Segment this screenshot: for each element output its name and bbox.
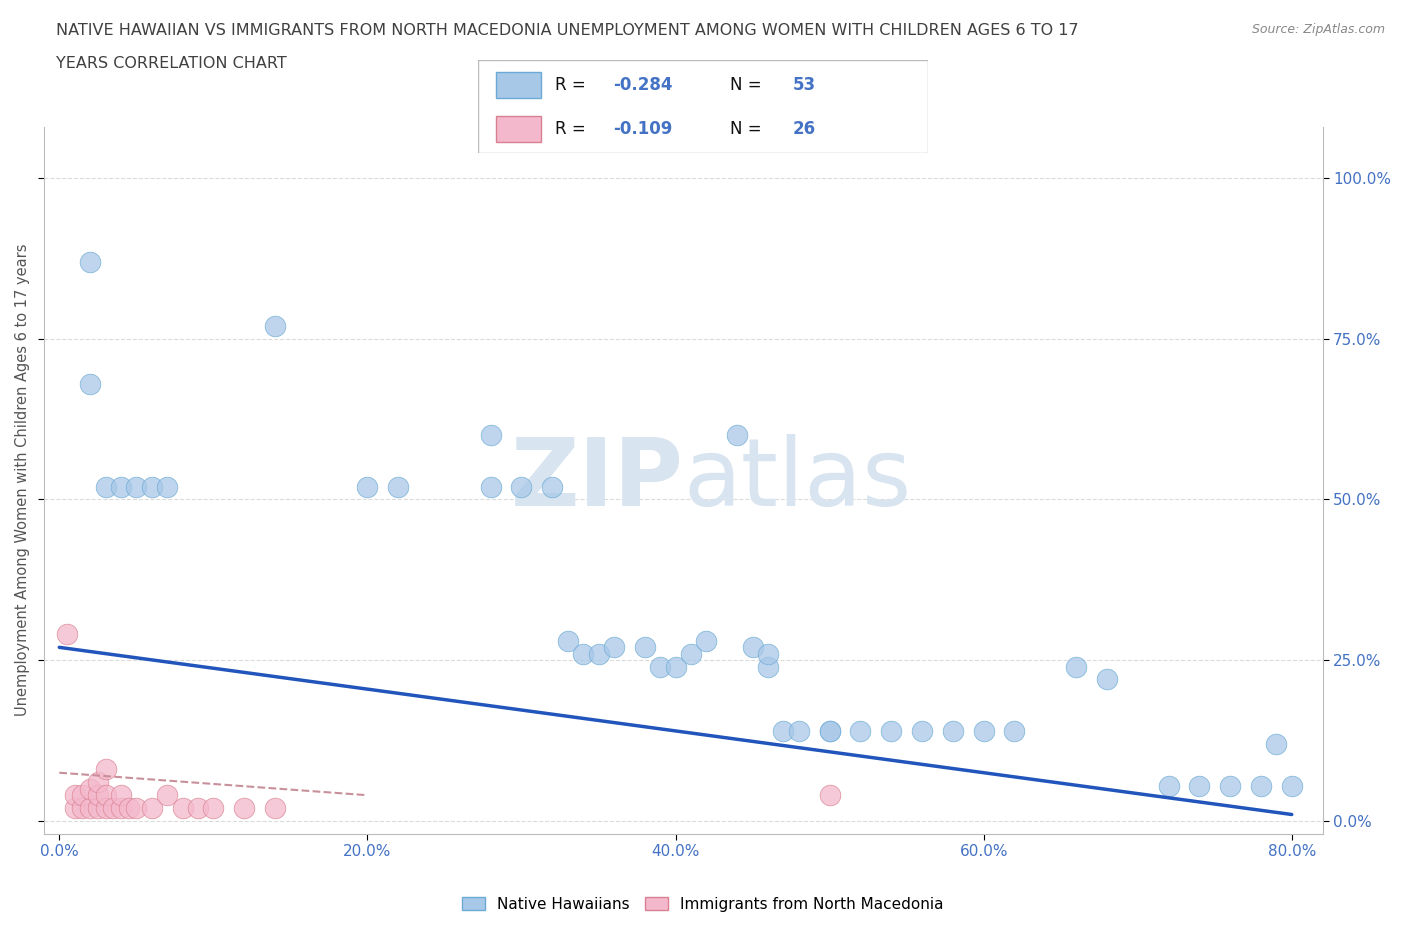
Point xyxy=(557,633,579,648)
Point xyxy=(772,724,794,738)
Point xyxy=(87,788,110,803)
Point xyxy=(818,724,841,738)
Point xyxy=(479,428,502,443)
Point xyxy=(94,788,117,803)
Point xyxy=(1188,778,1211,793)
Point xyxy=(1157,778,1180,793)
Point xyxy=(156,479,179,494)
Point xyxy=(56,627,79,642)
Point xyxy=(911,724,934,738)
Point xyxy=(117,801,139,816)
Point xyxy=(973,724,995,738)
Point xyxy=(387,479,409,494)
Point xyxy=(141,801,163,816)
Point xyxy=(510,479,533,494)
Point xyxy=(79,781,101,796)
Point xyxy=(94,762,117,777)
Point xyxy=(756,646,779,661)
Text: ZIP: ZIP xyxy=(510,434,683,526)
Point xyxy=(172,801,194,816)
Point xyxy=(603,640,626,655)
FancyBboxPatch shape xyxy=(478,60,928,153)
Point xyxy=(264,801,287,816)
Point xyxy=(664,659,686,674)
Point xyxy=(650,659,672,674)
Y-axis label: Unemployment Among Women with Children Ages 6 to 17 years: Unemployment Among Women with Children A… xyxy=(15,244,30,716)
Point xyxy=(695,633,717,648)
Point xyxy=(849,724,872,738)
Point xyxy=(202,801,225,816)
Point xyxy=(725,428,748,443)
Point xyxy=(110,479,132,494)
Point xyxy=(79,801,101,816)
Point xyxy=(72,788,94,803)
Point xyxy=(634,640,657,655)
Point xyxy=(1250,778,1272,793)
Point xyxy=(356,479,378,494)
Point xyxy=(110,788,132,803)
Point xyxy=(87,775,110,790)
Point xyxy=(94,479,117,494)
Text: -0.284: -0.284 xyxy=(613,75,672,94)
Text: Source: ZipAtlas.com: Source: ZipAtlas.com xyxy=(1251,23,1385,36)
Point xyxy=(942,724,965,738)
Text: atlas: atlas xyxy=(683,434,911,526)
Point xyxy=(880,724,903,738)
Point xyxy=(79,254,101,269)
Point xyxy=(125,801,148,816)
Point xyxy=(756,659,779,674)
Text: R =: R = xyxy=(554,120,591,139)
Text: N =: N = xyxy=(730,120,766,139)
Text: -0.109: -0.109 xyxy=(613,120,672,139)
Point xyxy=(479,479,502,494)
Point xyxy=(264,318,287,333)
Point xyxy=(156,788,179,803)
Point xyxy=(787,724,810,738)
Point xyxy=(94,801,117,816)
Point xyxy=(187,801,209,816)
Point xyxy=(63,788,86,803)
Text: N =: N = xyxy=(730,75,766,94)
Point xyxy=(103,801,125,816)
Point xyxy=(87,801,110,816)
Point xyxy=(1281,778,1303,793)
Point xyxy=(233,801,256,816)
Point xyxy=(63,801,86,816)
Point xyxy=(79,377,101,392)
Point xyxy=(1219,778,1241,793)
Point xyxy=(572,646,595,661)
FancyBboxPatch shape xyxy=(496,72,541,98)
Point xyxy=(1064,659,1087,674)
Point xyxy=(679,646,702,661)
Point xyxy=(72,801,94,816)
Text: 53: 53 xyxy=(793,75,815,94)
Point xyxy=(741,640,763,655)
FancyBboxPatch shape xyxy=(496,116,541,142)
Point xyxy=(1265,737,1288,751)
Point xyxy=(541,479,564,494)
Point xyxy=(110,801,132,816)
Text: NATIVE HAWAIIAN VS IMMIGRANTS FROM NORTH MACEDONIA UNEMPLOYMENT AMONG WOMEN WITH: NATIVE HAWAIIAN VS IMMIGRANTS FROM NORTH… xyxy=(56,23,1078,38)
Point xyxy=(588,646,610,661)
Point xyxy=(1004,724,1026,738)
Legend: Native Hawaiians, Immigrants from North Macedonia: Native Hawaiians, Immigrants from North … xyxy=(456,890,950,918)
Text: YEARS CORRELATION CHART: YEARS CORRELATION CHART xyxy=(56,56,287,71)
Text: R =: R = xyxy=(554,75,591,94)
Text: 26: 26 xyxy=(793,120,815,139)
Point xyxy=(125,479,148,494)
Point xyxy=(141,479,163,494)
Point xyxy=(818,788,841,803)
Point xyxy=(1095,672,1118,687)
Point xyxy=(818,724,841,738)
